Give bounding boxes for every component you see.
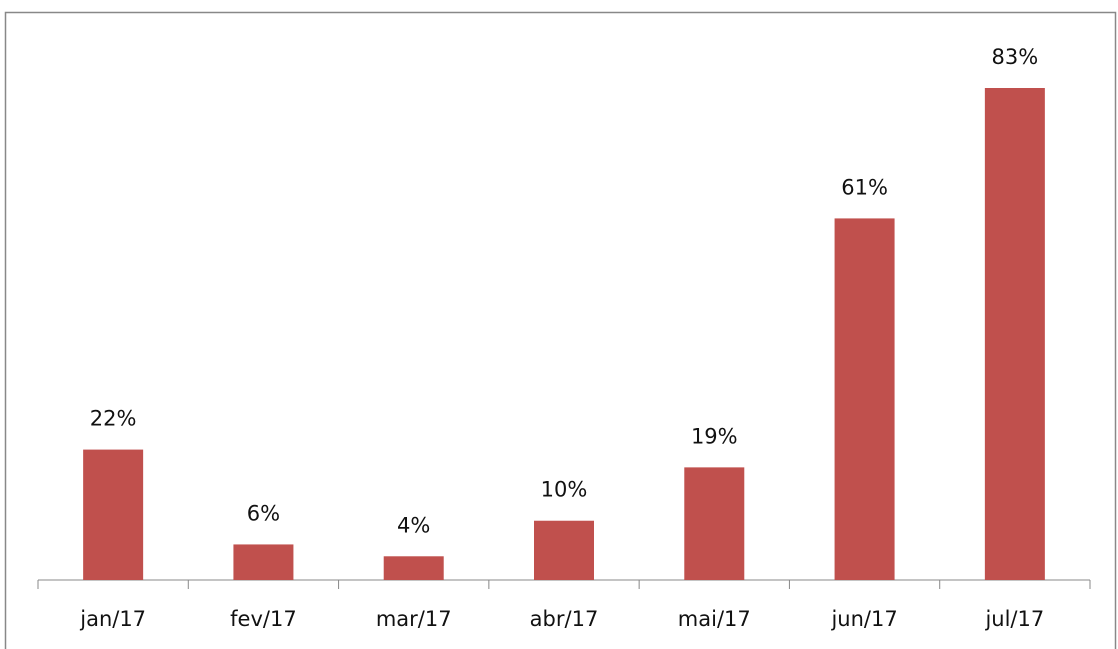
x-tick-label: mai/17 [678, 607, 751, 631]
data-label: 19% [691, 424, 738, 448]
bar [834, 218, 895, 580]
data-label: 4% [397, 513, 430, 537]
x-tick-label: mar/17 [376, 607, 452, 631]
bar [83, 449, 144, 580]
bar [233, 544, 294, 580]
bar [684, 467, 745, 580]
data-label: 6% [247, 501, 280, 525]
data-label: 10% [541, 478, 588, 502]
data-label: 83% [992, 45, 1039, 69]
x-tick-label: jul/17 [984, 607, 1044, 631]
x-tick-label: jan/17 [79, 607, 146, 631]
x-tick-label: jun/17 [830, 607, 897, 631]
data-label: 22% [90, 407, 137, 431]
bar [984, 88, 1045, 580]
x-tick-label: fev/17 [230, 607, 297, 631]
bar [383, 556, 444, 580]
data-label: 61% [841, 175, 888, 199]
bar [534, 520, 594, 580]
x-tick-label: abr/17 [530, 607, 599, 631]
